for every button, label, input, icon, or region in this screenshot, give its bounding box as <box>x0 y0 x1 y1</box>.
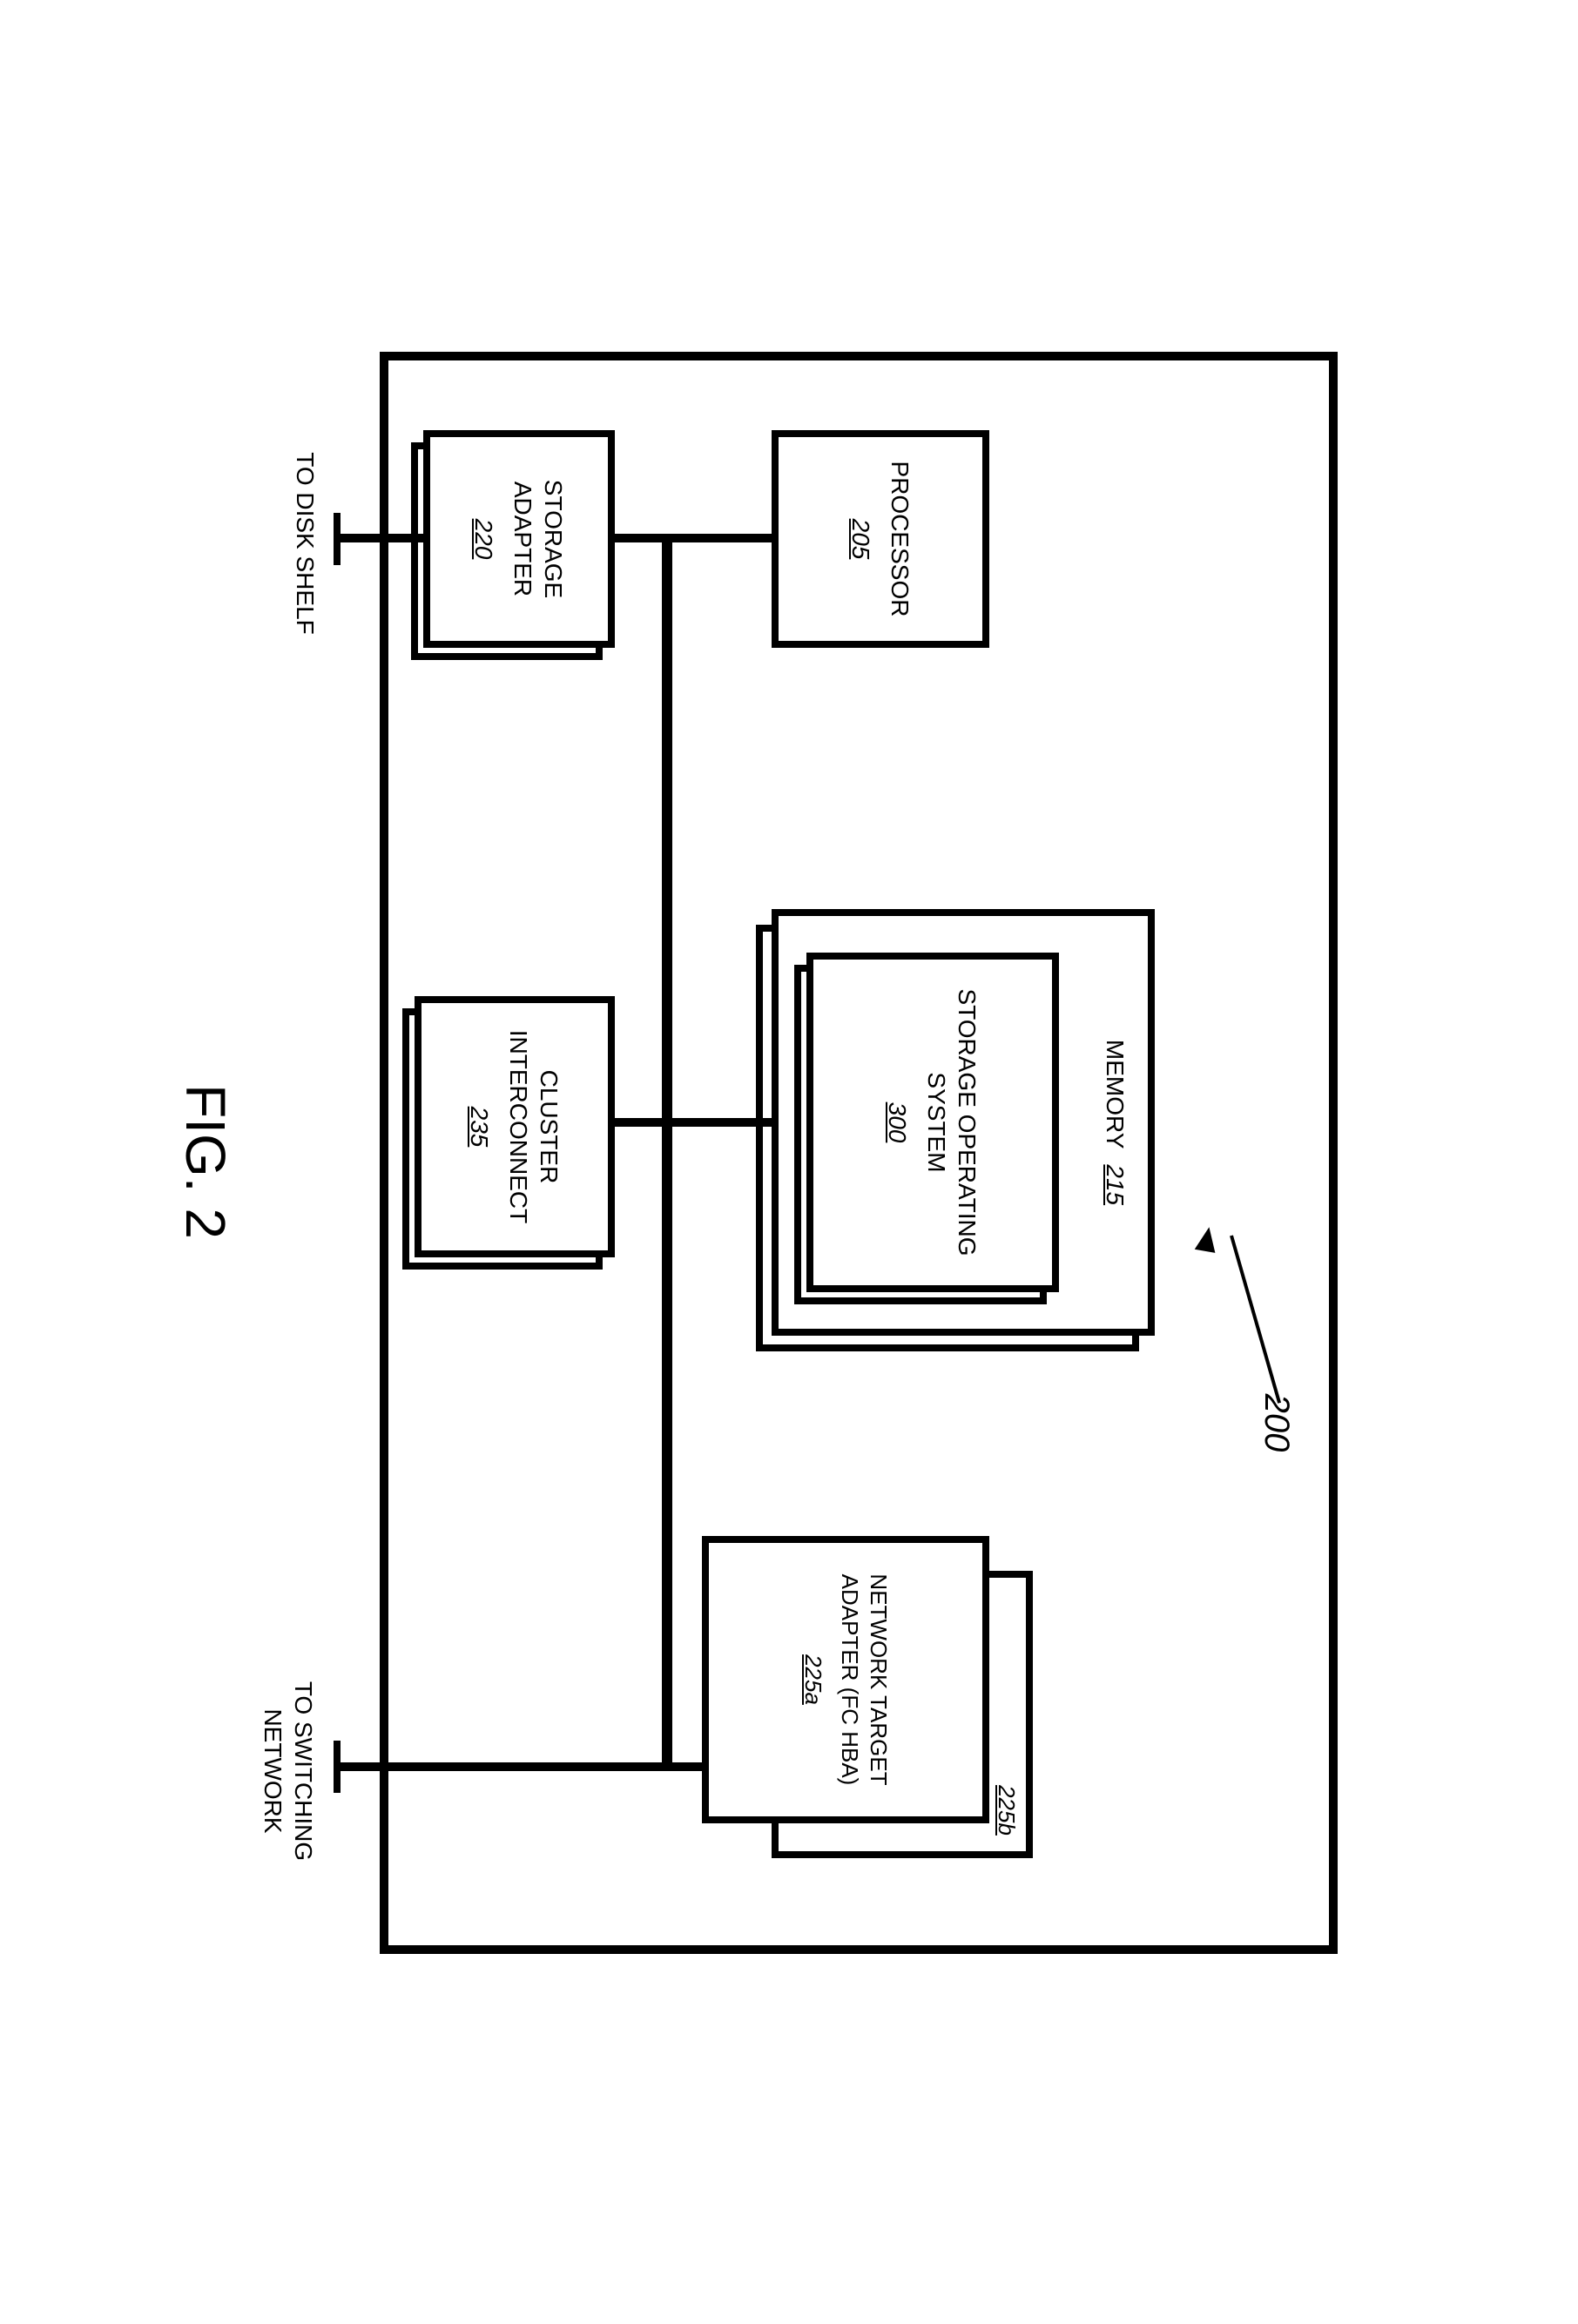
stub-storage-adapter <box>608 534 667 542</box>
memory-header: MEMORY 215 <box>1089 909 1142 1336</box>
to-disk-shelf-text: TO DISK SHELF <box>291 452 321 635</box>
processor-ref: 205 <box>846 519 876 560</box>
cluster-ref: 235 <box>465 1107 496 1148</box>
exit-nta <box>336 1762 667 1771</box>
memory-ref: 215 <box>1101 1164 1131 1205</box>
figure-caption: FIG. 2 <box>171 987 240 1336</box>
storage-adapter-ref: 220 <box>469 519 500 560</box>
to-disk-shelf-label: TO DISK SHELF <box>288 404 323 683</box>
sos-label: STORAGE OPERATING SYSTEM 300 <box>806 953 1059 1292</box>
page: 200 PROCESSOR 205 MEMORY 215 STORAGE OPE… <box>0 0 1578 2324</box>
exit-storage-tee <box>334 513 341 565</box>
sos-ref: 300 <box>883 1102 914 1143</box>
diagram: 200 PROCESSOR 205 MEMORY 215 STORAGE OPE… <box>136 204 1442 2119</box>
nta-front-ref: 225a <box>799 1654 827 1705</box>
storage-adapter-title: STORAGE ADAPTER <box>509 430 570 648</box>
to-switching-label: TO SWITCHING NETWORK <box>253 1632 323 1910</box>
to-switching-text: TO SWITCHING NETWORK <box>258 1632 319 1910</box>
nta-front-label: NETWORK TARGET ADAPTER (FC HBA) 225a <box>702 1536 989 1823</box>
nta-back-ref: 225b <box>993 1785 1022 1836</box>
processor-title: PROCESSOR <box>885 461 915 617</box>
stub-processor <box>665 534 772 542</box>
stub-nta <box>665 1762 702 1771</box>
memory-title: MEMORY <box>1101 1040 1131 1149</box>
sos-title: STORAGE OPERATING SYSTEM <box>922 970 983 1275</box>
cluster-title: CLUSTER INTERCONNECT <box>504 1007 565 1247</box>
stub-cluster <box>608 1118 667 1127</box>
stub-memory <box>665 1118 772 1127</box>
nta-back-ref-wrap: 225b <box>989 1771 1024 1849</box>
bus-line <box>662 535 672 1771</box>
cluster-label: CLUSTER INTERCONNECT 235 <box>415 996 615 1257</box>
exit-nta-tee <box>334 1741 341 1793</box>
nta-front-title: NETWORK TARGET ADAPTER (FC HBA) <box>836 1552 893 1808</box>
exit-storage-adapter <box>336 534 423 542</box>
figure-caption-text: FIG. 2 <box>171 1084 240 1239</box>
system-ref-arrowhead <box>1195 1225 1219 1253</box>
processor-label: PROCESSOR 205 <box>772 430 989 648</box>
storage-adapter-label: STORAGE ADAPTER 220 <box>423 430 615 648</box>
